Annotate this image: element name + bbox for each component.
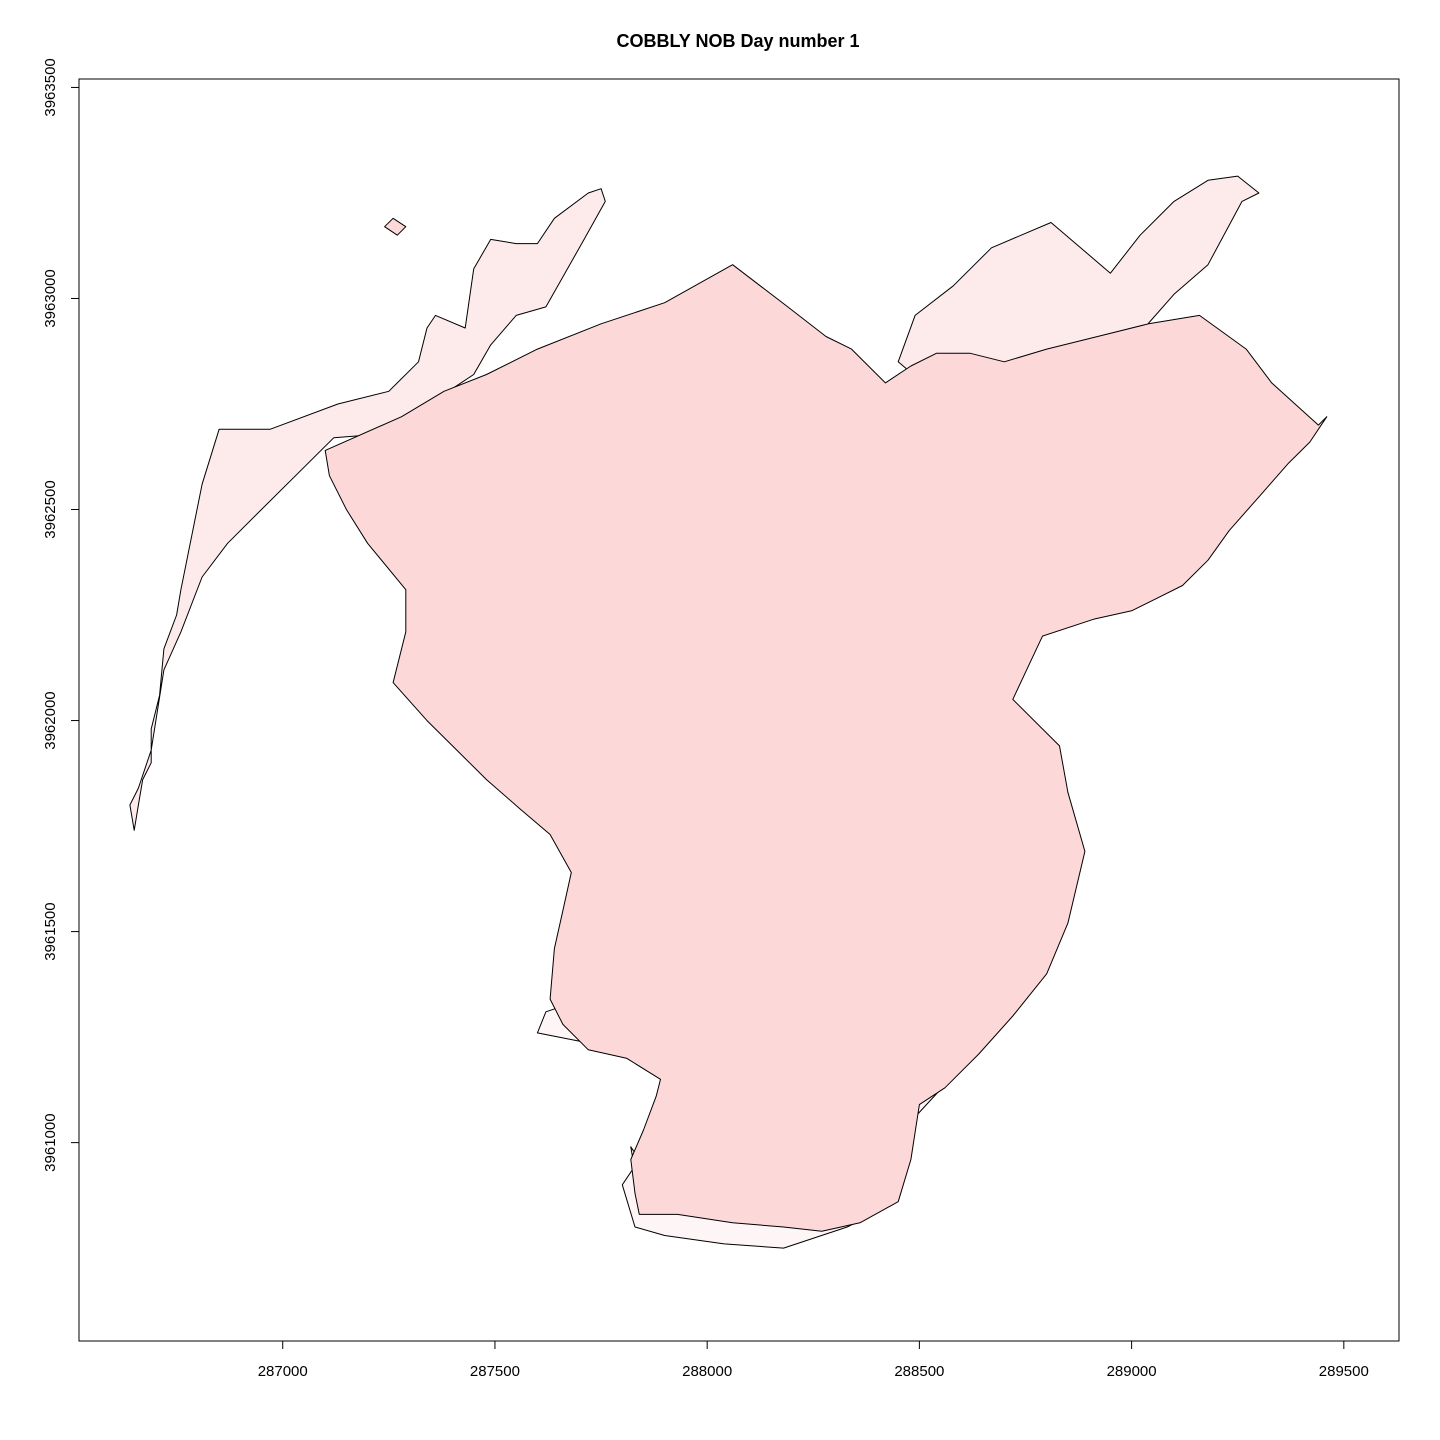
y-tick-label: 3962000 xyxy=(42,691,59,749)
y-tick-label: 3961000 xyxy=(42,1113,59,1171)
x-tick-label: 289000 xyxy=(1107,1363,1157,1380)
y-tick-label: 3963500 xyxy=(42,58,59,116)
x-axis: 287000 287500 288000 288500 289000 289500 xyxy=(258,1340,1369,1380)
fire-polygons xyxy=(129,175,1328,1249)
x-tick-label: 287500 xyxy=(470,1363,520,1380)
plot-title: COBBLY NOB Day number 1 xyxy=(616,31,859,51)
y-tick-label: 3963000 xyxy=(42,269,59,327)
x-tick-label: 288500 xyxy=(894,1363,944,1380)
fire-polygon-outer_fires-0 xyxy=(129,188,606,831)
fire-polygon-core_fire-0 xyxy=(324,264,1328,1232)
x-tick-label: 287000 xyxy=(258,1363,308,1380)
fire-outline-0 xyxy=(384,217,407,236)
y-tick-label: 3962500 xyxy=(42,480,59,538)
y-tick-label: 3961500 xyxy=(42,902,59,960)
x-tick-label: 289500 xyxy=(1319,1363,1369,1380)
y-axis: 3961000 3961500 3962000 3962500 3963000 39635… xyxy=(42,58,80,1172)
x-tick-label: 288000 xyxy=(682,1363,732,1380)
